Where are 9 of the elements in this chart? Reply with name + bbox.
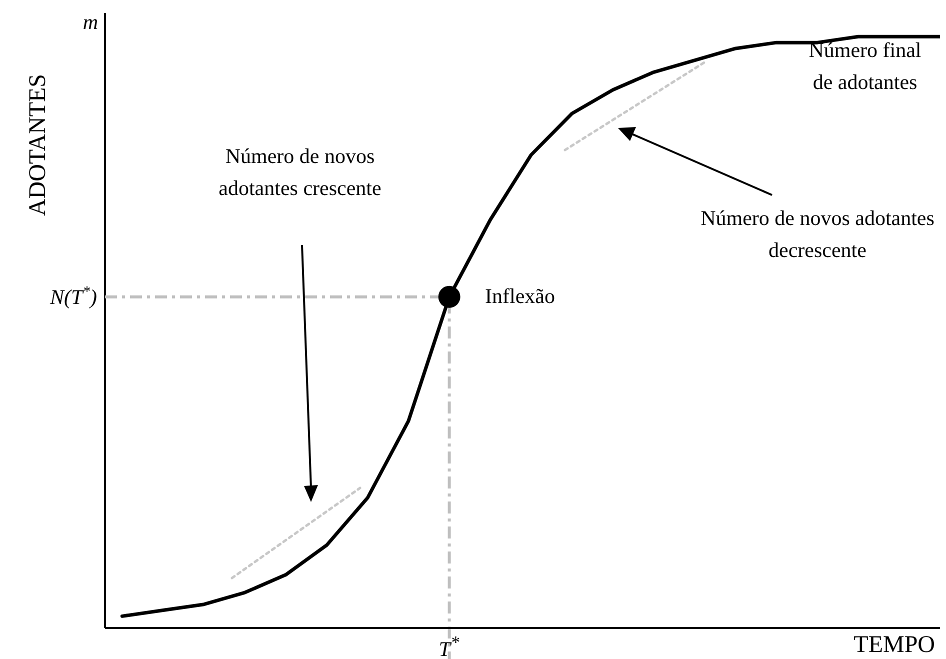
annotation: Número de novos adotantes crescente (218, 143, 382, 202)
ref-line-label: N(T$^{*}$) (48, 284, 97, 309)
text: T$^{*}$ (438, 631, 460, 659)
annotation: Número de novos adotantes decrescente (700, 205, 935, 264)
x-axis-title: TEMPO (854, 632, 935, 658)
text: m (82, 9, 98, 36)
y-axis-title: ADOTANTES (25, 74, 51, 216)
annotation: Inflexão (485, 283, 556, 310)
annotation: Número final de adotantes (808, 37, 922, 96)
